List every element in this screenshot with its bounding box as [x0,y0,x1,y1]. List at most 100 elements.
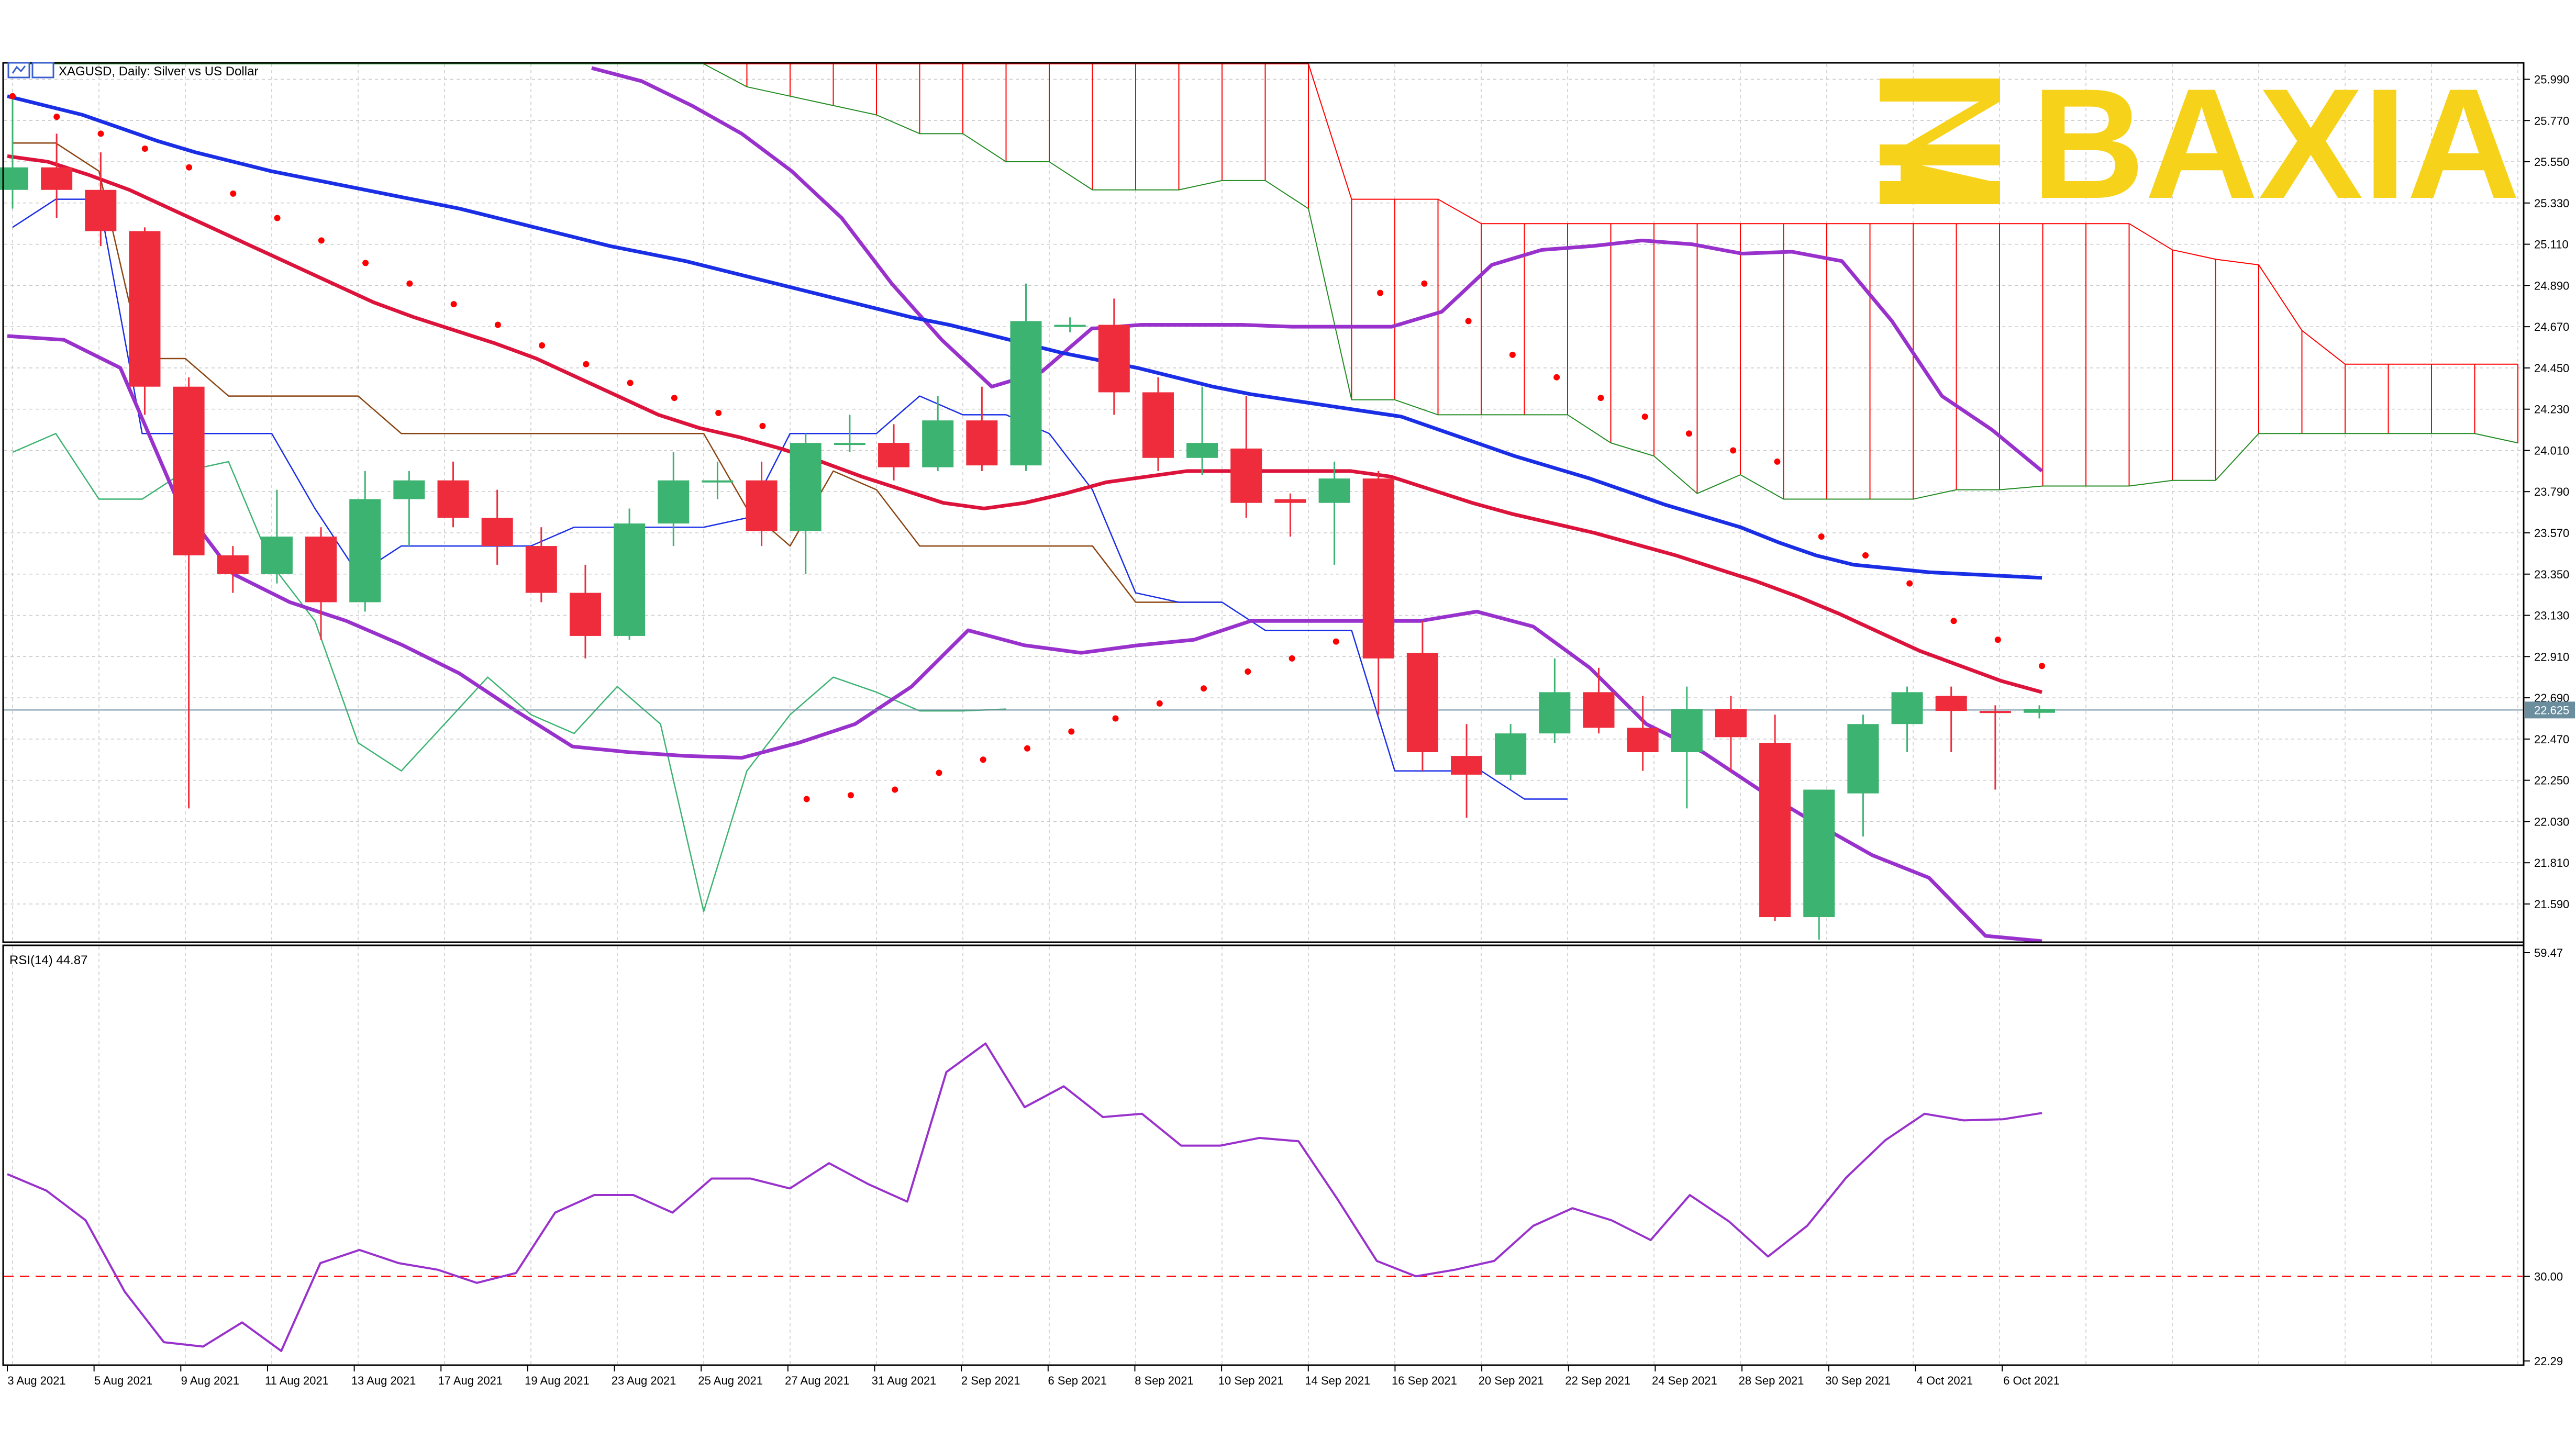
sar-dot [715,409,722,416]
sar-dot [539,342,546,349]
candle-body [129,231,161,387]
price-tick-label: 22.470 [2534,733,2569,746]
candle-body [878,443,910,467]
time-tick-label: 27 Aug 2021 [785,1374,850,1387]
rsi-tick-label: 30.00 [2534,1270,2563,1283]
price-tick-label: 24.890 [2534,279,2569,292]
sar-dot [362,260,369,266]
candle-body [834,443,865,445]
sar-dot [9,93,16,99]
candle-body [569,593,601,636]
time-tick-label: 13 Aug 2021 [351,1374,416,1387]
current-price-label: 22.625 [2534,704,2569,717]
time-tick-label: 4 Oct 2021 [1917,1374,1973,1387]
rsi-indicator [4,1042,2523,1352]
time-tick-label: 25 Aug 2021 [698,1374,763,1387]
candle-body [1230,448,1262,503]
candle-body [217,555,249,574]
sar-dot [671,395,678,401]
sar-dot [53,114,60,120]
price-tick-label: 24.010 [2534,444,2569,457]
sar-dot [847,792,854,799]
sar-dot [1201,685,1207,692]
time-tick-label: 24 Sep 2021 [1652,1374,1717,1387]
candle-body [1010,321,1042,466]
sar-dot [2039,663,2045,669]
sar-dot [1245,668,1251,675]
candle-body [1362,478,1394,658]
sar-dot [980,756,986,763]
time-tick-label: 11 Aug 2021 [265,1374,329,1387]
time-tick-label: 10 Sep 2021 [1218,1374,1284,1387]
time-tick-label: 5 Aug 2021 [94,1374,152,1387]
rsi-title: RSI(14) 44.87 [9,953,87,967]
sar-dot [141,145,148,152]
rsi-tick-label: 22.29 [2534,1355,2563,1368]
sar-dot [1421,280,1428,287]
sar-dot [274,215,281,221]
time-tick-label: 9 Aug 2021 [181,1374,239,1387]
sar-dot [1950,618,1957,624]
price-tick-label: 25.110 [2534,238,2569,251]
candle-body [746,480,778,531]
bollinger-upper [591,66,2044,473]
candle-body [1142,392,1174,458]
chart-type-icon-2[interactable] [31,62,54,79]
time-tick-label: 2 Sep 2021 [961,1374,1020,1387]
sar-dot [1685,430,1692,437]
time-tick-label: 16 Sep 2021 [1392,1374,1457,1387]
time-tick-label: 22 Sep 2021 [1565,1374,1630,1387]
bollinger-bands [7,66,2044,943]
candlesticks [0,96,2055,940]
rsi-line [7,1042,2042,1352]
sar-dot [1553,374,1560,381]
candle-body [1406,653,1438,752]
candle-body [1715,709,1747,738]
candle-body [1583,692,1615,728]
chart-type-icon-bars [12,65,26,74]
time-tick-label: 23 Aug 2021 [612,1374,676,1387]
candle-body [614,523,646,636]
sar-dot [1509,351,1516,358]
sar-dot [450,301,457,308]
time-tick-label: 31 Aug 2021 [872,1374,937,1387]
candle-body [1671,709,1703,752]
candle-body [1539,692,1571,734]
candle-body [1495,733,1527,775]
parabolic-sar [9,93,2045,802]
candle-body [261,537,293,574]
bollinger-lower [7,334,2042,943]
candle-body [85,189,117,231]
sar-dot [1818,533,1825,540]
candle-body [1274,499,1306,503]
time-tick-label: 17 Aug 2021 [438,1374,503,1387]
baxia-logo-mark [1880,79,2000,204]
price-tick-label: 23.350 [2534,568,2569,581]
kijun-sen-line [13,142,1222,603]
sar-dot [1862,552,1869,559]
senkou-span-b [13,63,2518,500]
sar-dot [97,130,104,137]
candle-body [658,480,690,524]
candle-body [702,480,734,483]
current-price-label-box [2525,701,2575,719]
price-tick-label: 21.590 [2534,898,2569,911]
time-tick-label: 28 Sep 2021 [1739,1374,1804,1387]
sar-dot [1465,318,1472,325]
candle-body [437,480,469,518]
sar-dot [1377,289,1384,296]
price-tick-label: 23.570 [2534,527,2569,540]
candle-body [1186,443,1218,458]
candle-body [2024,709,2055,713]
candle-body [1935,696,1967,711]
price-tick-label: 22.030 [2534,815,2569,828]
candle-body [525,546,557,593]
ichimoku-cloud [746,64,2518,499]
candle-body [305,537,337,602]
candle-body [1451,756,1483,775]
time-tick-label: 3 Aug 2021 [7,1374,65,1387]
price-tick-label: 23.790 [2534,485,2569,498]
price-tick-label: 23.130 [2534,609,2569,622]
sar-dot [1112,715,1119,722]
